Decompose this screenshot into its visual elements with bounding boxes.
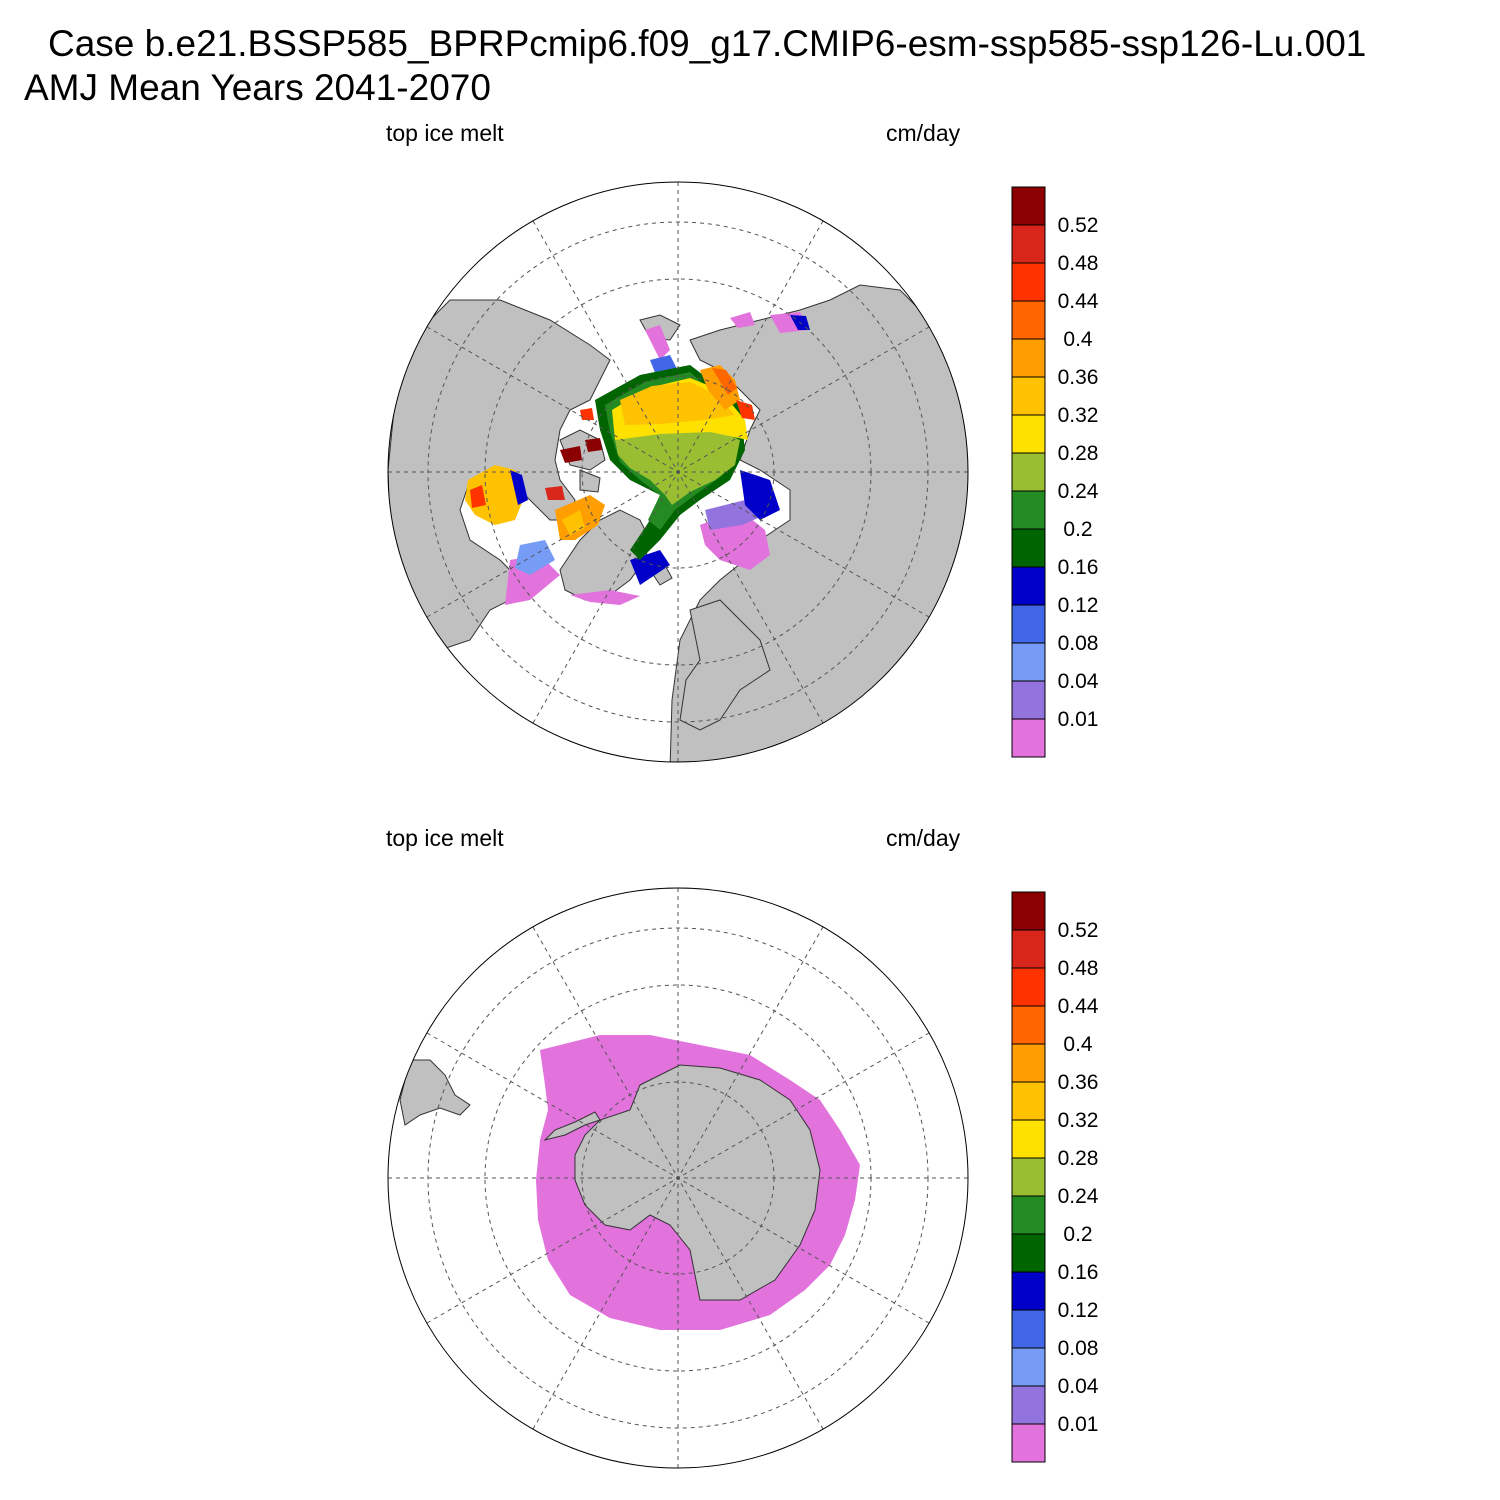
north-units-label: cm/day — [886, 120, 961, 146]
north-ice-melt-field — [465, 312, 810, 605]
north-colorbar-label: 0.32 — [1058, 404, 1099, 427]
south-colorbar-swatch — [1011, 1081, 1046, 1121]
south-variable-label: top ice melt — [386, 825, 504, 851]
south-colorbar-label: 0.44 — [1058, 995, 1099, 1018]
south-colorbar-swatch — [1011, 1005, 1046, 1045]
north-colorbar-label: 0.44 — [1058, 290, 1099, 313]
south-colorbar-label: 0.28 — [1058, 1147, 1099, 1170]
south-colorbar-swatch — [1011, 1347, 1046, 1387]
north-graticule — [388, 182, 968, 762]
south-colorbar: 0.01 0.04 0.08 0.12 0.16 0.2 0.24 0.28 0.32 0.36 0… — [1011, 891, 1099, 1463]
south-colorbar-label: 0.01 — [1058, 1413, 1099, 1436]
north-colorbar-swatch — [1011, 186, 1046, 226]
south-graticule — [388, 888, 968, 1468]
north-colorbar-label: 0.36 — [1058, 366, 1099, 389]
north-colorbar-swatch — [1011, 300, 1046, 340]
north-colorbar-swatch — [1011, 452, 1046, 492]
south-colorbar-swatch — [1011, 1195, 1046, 1235]
south-colorbar-label: 0.2 — [1063, 1223, 1092, 1246]
north-colorbar-swatch — [1011, 338, 1046, 378]
south-colorbar-swatch — [1011, 891, 1046, 931]
north-colorbar-label: 0.24 — [1058, 480, 1099, 503]
north-colorbar-swatch — [1011, 376, 1046, 416]
south-colorbar-label: 0.12 — [1058, 1299, 1099, 1322]
north-colorbar-swatch — [1011, 414, 1046, 454]
south-colorbar-label: 0.32 — [1058, 1109, 1099, 1132]
north-colorbar-label: 0.04 — [1058, 670, 1099, 693]
north-colorbar-swatch — [1011, 680, 1046, 720]
south-colorbar-swatch — [1011, 1157, 1046, 1197]
north-colorbar-label: 0.28 — [1058, 442, 1099, 465]
north-colorbar-label: 0.52 — [1058, 214, 1099, 237]
south-colorbar-swatch — [1011, 1233, 1046, 1273]
south-colorbar-swatch — [1011, 1309, 1046, 1349]
north-colorbar-swatch — [1011, 490, 1046, 530]
south-colorbar-label: 0.48 — [1058, 957, 1099, 980]
south-colorbar-swatch — [1011, 1385, 1046, 1425]
north-map-border — [387, 181, 969, 763]
south-colorbar-swatch — [1011, 1271, 1046, 1311]
south-colorbar-label: 0.36 — [1058, 1071, 1099, 1094]
south-colorbar-label: 0.08 — [1058, 1337, 1099, 1360]
north-colorbar-swatch — [1011, 604, 1046, 644]
south-colorbar-label: 0.24 — [1058, 1185, 1099, 1208]
period-title: AMJ Mean Years 2041-2070 — [24, 67, 491, 108]
north-colorbar-label: 0.12 — [1058, 594, 1099, 617]
north-colorbar-label: 0.01 — [1058, 708, 1099, 731]
north-colorbar-swatch — [1011, 642, 1046, 682]
south-colorbar-swatch — [1011, 967, 1046, 1007]
case-title: Case b.e21.BSSP585_BPRPcmip6.f09_g17.CMI… — [48, 23, 1367, 64]
south-colorbar-swatch — [1011, 1423, 1046, 1463]
south-colorbar-swatch — [1011, 929, 1046, 969]
north-colorbar-label: 0.08 — [1058, 632, 1099, 655]
north-colorbar-label: 0.48 — [1058, 252, 1099, 275]
north-variable-label: top ice melt — [386, 120, 504, 146]
south-colorbar-swatch — [1011, 1119, 1046, 1159]
south-colorbar-swatch — [1011, 1043, 1046, 1083]
north-colorbar-label: 0.4 — [1063, 328, 1093, 351]
south-colorbar-label: 0.04 — [1058, 1375, 1099, 1398]
south-land-peninsula — [543, 1111, 601, 1141]
south-polar-map: 0.01 0.04 0.08 0.12 0.16 0.2 0.24 0.28 0.32 0.36 0… — [387, 887, 1099, 1469]
south-colorbar-label: 0.52 — [1058, 919, 1099, 942]
south-colorbar-label: 0.16 — [1058, 1261, 1099, 1284]
north-colorbar-swatch — [1011, 224, 1046, 264]
north-colorbar: 0.01 0.04 0.08 0.12 0.16 0.2 0.24 0.28 0.32 0.36 0… — [1011, 186, 1099, 758]
south-colorbar-label: 0.4 — [1063, 1033, 1093, 1056]
north-colorbar-label: 0.2 — [1063, 518, 1092, 541]
south-land-south-america — [399, 1059, 471, 1126]
north-colorbar-swatch — [1011, 718, 1046, 758]
south-units-label: cm/day — [886, 825, 961, 851]
south-map-border — [387, 887, 969, 1469]
north-colorbar-label: 0.16 — [1058, 556, 1099, 579]
north-colorbar-swatch — [1011, 528, 1046, 568]
north-colorbar-swatch — [1011, 262, 1046, 302]
north-polar-map: 0.01 0.04 0.08 0.12 0.16 0.2 0.24 0.28 0.32 0.36 0… — [387, 181, 1099, 763]
north-colorbar-swatch — [1011, 566, 1046, 606]
south-land-antarctica — [574, 1064, 821, 1301]
